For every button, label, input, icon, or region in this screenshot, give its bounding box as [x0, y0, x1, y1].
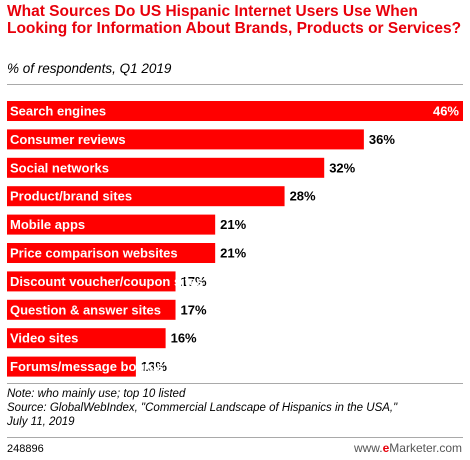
bar-search-engines: [7, 101, 463, 121]
category-label-product-brand-sites: Product/brand sites: [10, 189, 132, 204]
category-label-video-sites: Video sites: [10, 331, 78, 346]
chart-note: Note: who mainly use; top 10 listed: [7, 388, 186, 400]
emarketer-logo[interactable]: www.eMarketer.com: [354, 441, 462, 455]
footer-divider: [7, 383, 463, 384]
value-label-mobile-apps: 21%: [220, 217, 246, 232]
category-label-mobile-apps: Mobile apps: [10, 217, 85, 232]
value-label-question-answer-sites: 17%: [181, 302, 207, 317]
chart-id: 248896: [7, 443, 44, 455]
value-label-product-brand-sites: 28%: [290, 189, 316, 204]
bar-discount-voucher-coupon-sites: [7, 271, 176, 292]
brand-prefix: www.: [353, 441, 383, 455]
chart-title: What Sources Do US Hispanic Internet Use…: [7, 3, 462, 37]
value-label-forums-message-boards: 13%: [141, 359, 167, 374]
value-label-discount-voucher-coupon-sites: 17%: [181, 274, 207, 289]
value-label-consumer-reviews: 36%: [369, 132, 395, 147]
chart-source: Source: GlobalWebIndex, "Commercial Land…: [7, 402, 398, 414]
chart-source-date: July 11, 2019: [7, 416, 75, 428]
category-label-forums-message-boards: Forums/message boards: [10, 359, 164, 374]
bar-social-networks: [7, 157, 325, 178]
category-label-search-engines: Search engines: [10, 104, 106, 119]
chart-subtitle: % of respondents, Q1 2019: [7, 61, 172, 76]
category-label-discount-voucher-coupon-sites: Discount voucher/coupon sites: [10, 274, 204, 289]
category-label-question-answer-sites: Question & answer sites: [10, 302, 161, 317]
bar-consumer-reviews: [7, 129, 364, 150]
bar-price-comparison-websites: [7, 243, 216, 263]
value-label-social-networks: 32%: [329, 160, 355, 175]
brand-name: Marketer: [389, 441, 436, 455]
bar-video-sites: [7, 328, 166, 349]
value-label-video-sites: 16%: [171, 331, 197, 346]
category-label-social-networks: Social networks: [10, 160, 109, 175]
bar-forums-message-boards: [7, 356, 136, 377]
value-label-search-engines: 46%: [433, 104, 459, 119]
bar-product-brand-sites: [7, 186, 285, 207]
bar-question-answer-sites: [7, 299, 176, 320]
header-divider: [7, 84, 463, 85]
value-label-price-comparison-websites: 21%: [220, 246, 246, 261]
bar-mobile-apps: [7, 214, 216, 235]
brand-suffix: .com: [435, 441, 462, 455]
category-label-price-comparison-websites: Price comparison websites: [10, 246, 178, 261]
bottom-divider: [7, 437, 463, 438]
brand-e: e: [382, 441, 390, 455]
category-label-consumer-reviews: Consumer reviews: [10, 132, 126, 147]
